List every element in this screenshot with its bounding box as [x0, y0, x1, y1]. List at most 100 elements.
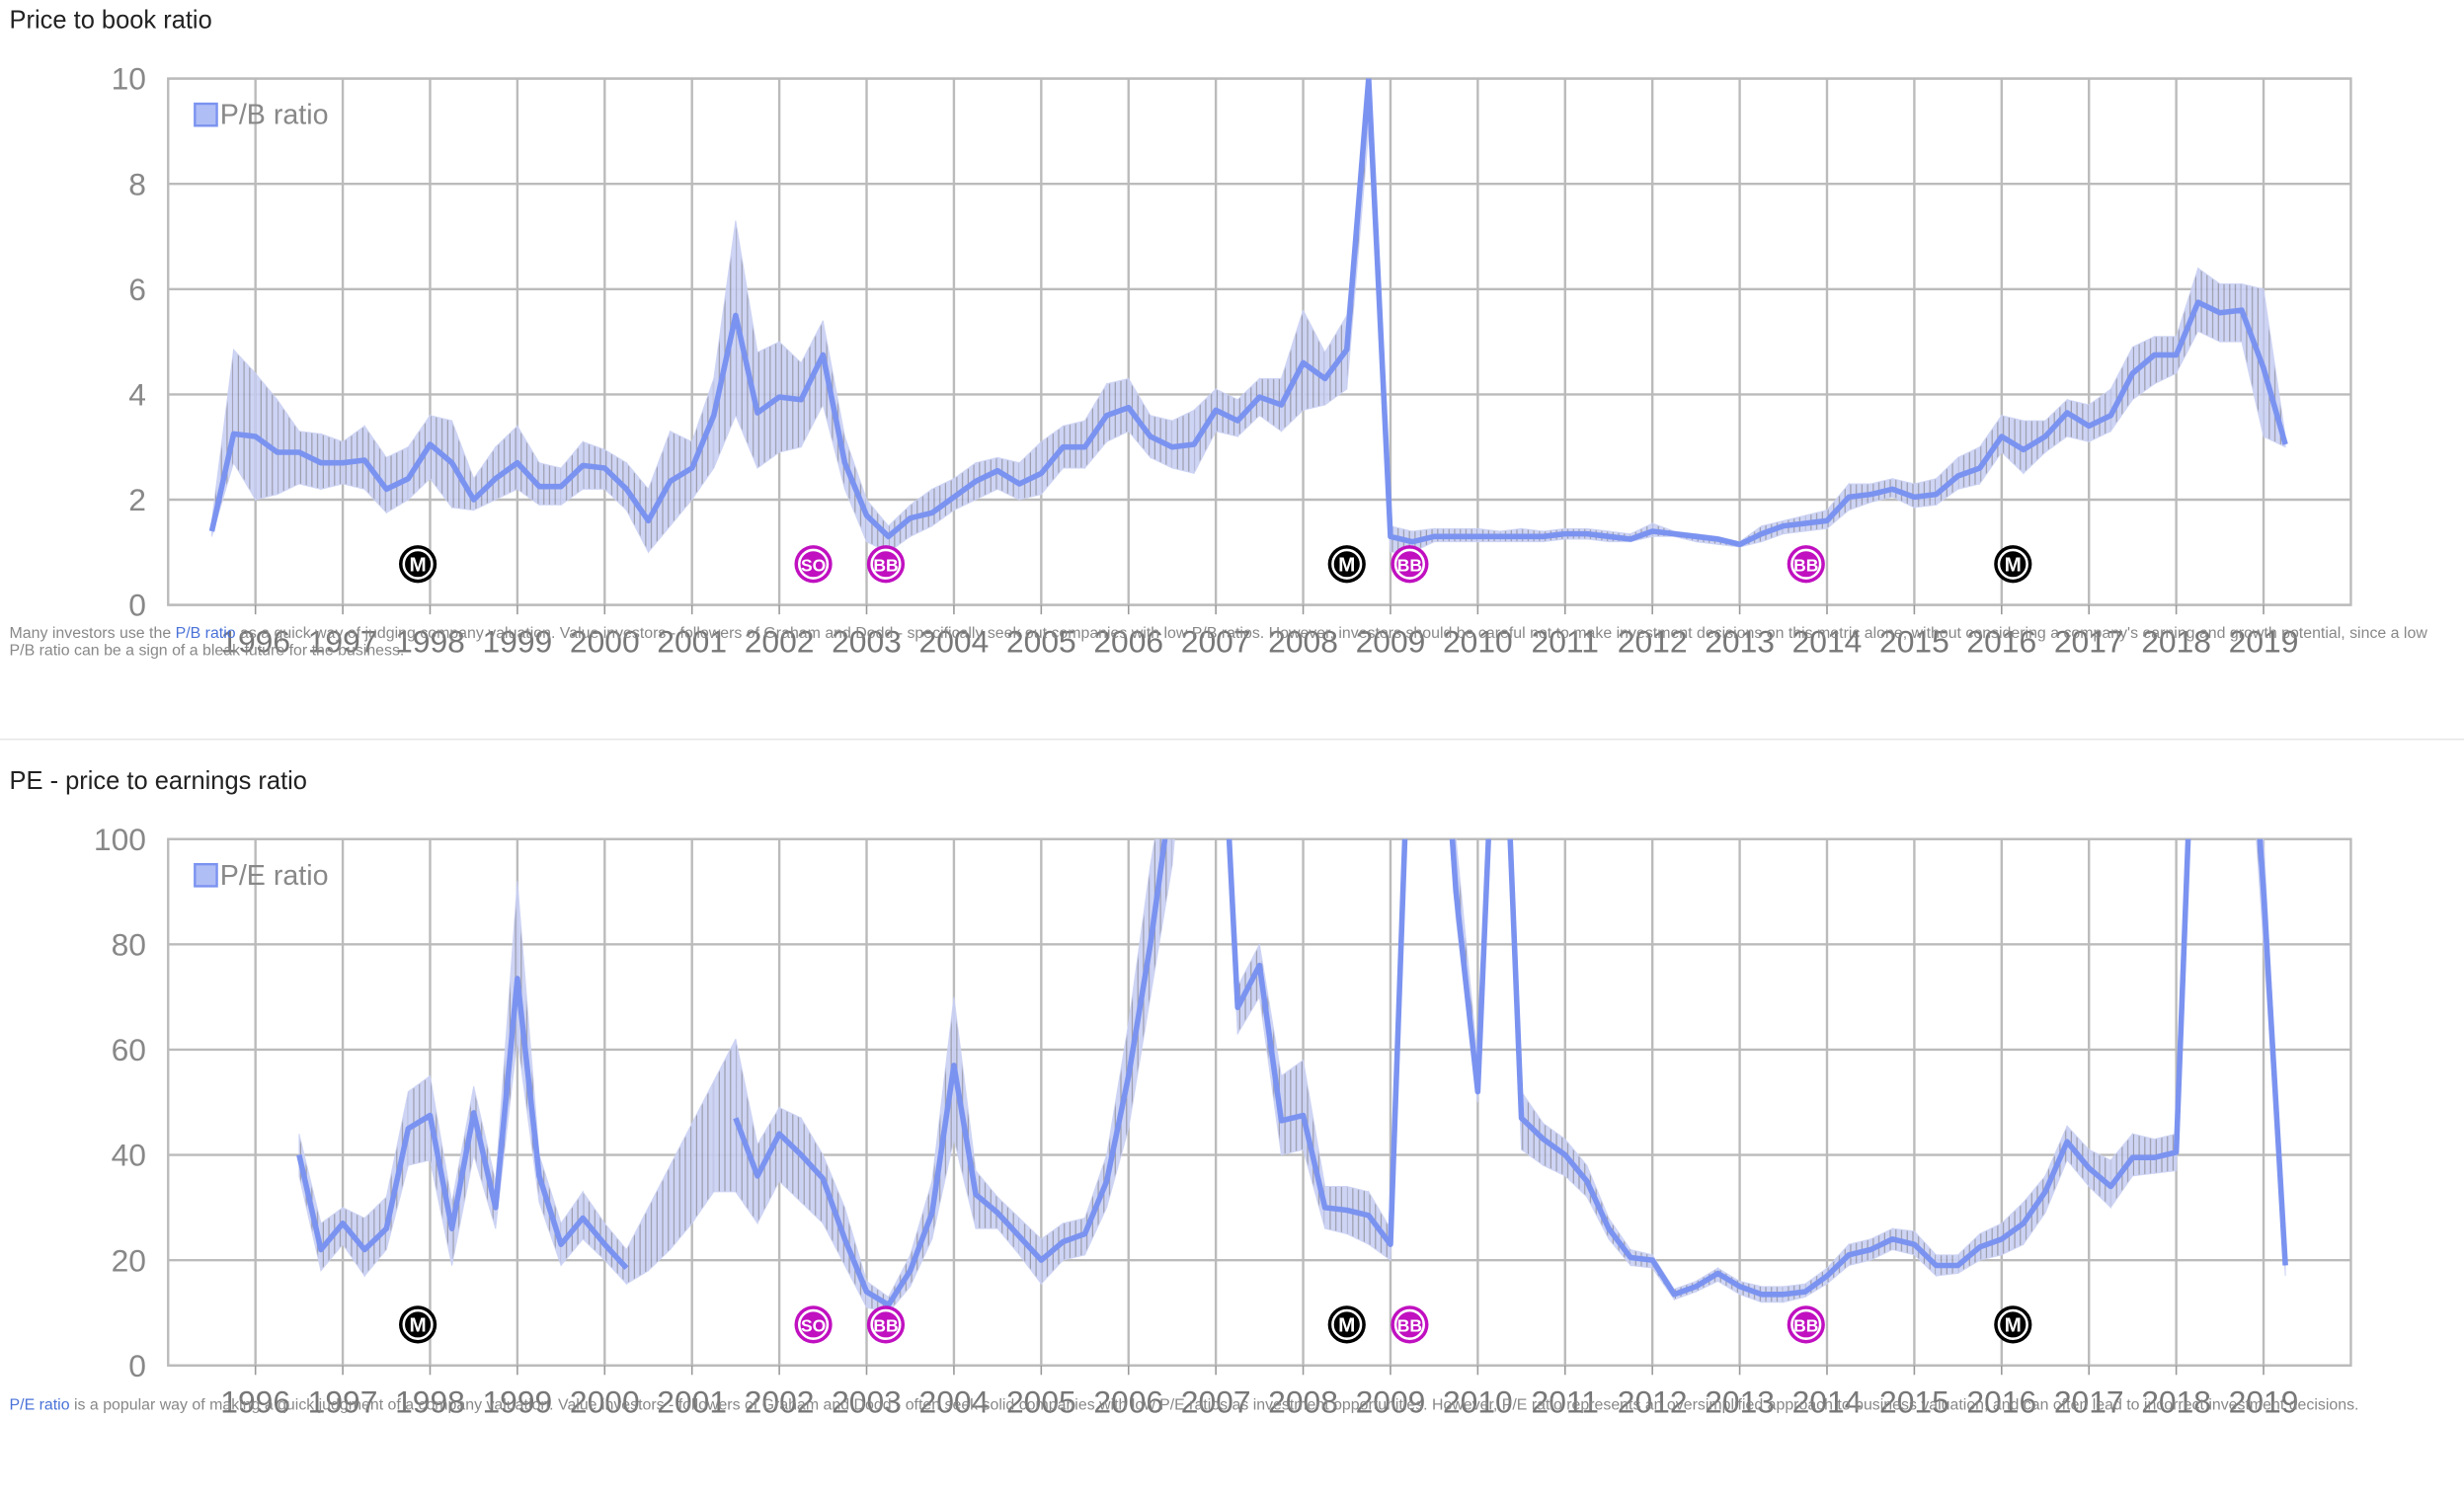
range-band	[2263, 288, 2286, 448]
x-tick-label: 2009	[1356, 1383, 1426, 1419]
description-link[interactable]: P/E ratio	[9, 1396, 70, 1415]
x-tick-label: 2013	[1705, 1383, 1775, 1419]
y-tick-label: 4	[128, 377, 146, 413]
separator	[0, 738, 2464, 741]
chart-title: Price to book ratio	[9, 7, 212, 36]
event-marker-label: BB	[1397, 555, 1422, 575]
range-band	[1171, 838, 1175, 866]
event-marker-label: M	[409, 553, 426, 576]
event-marker-label: M	[1338, 553, 1355, 576]
event-marker-label: BB	[1793, 555, 1818, 575]
x-tick-label: 1998	[395, 623, 465, 659]
event-marker-ring	[1393, 1308, 1426, 1340]
event-marker-label: BB	[873, 1316, 898, 1336]
chart-title: PE - price to earnings ratio	[9, 768, 307, 796]
event-marker-label: SO	[801, 1316, 826, 1336]
event-marker-ring	[870, 548, 902, 580]
data-line	[208, 78, 2288, 548]
x-tick-label: 2005	[1006, 623, 1076, 659]
range-band	[1171, 409, 1195, 474]
y-tick-label: 100	[94, 822, 146, 857]
y-tick-label: 2	[128, 482, 146, 517]
x-tick-label: 1997	[308, 1383, 378, 1419]
legend-label: P/E ratio	[220, 860, 329, 892]
event-marker-label: BB	[1793, 1316, 1818, 1336]
legend-swatch	[194, 862, 218, 888]
x-tick-label: 2013	[1705, 623, 1775, 659]
x-tick-label: 2014	[1792, 1383, 1863, 1419]
y-tick-label: 0	[128, 1348, 146, 1383]
description-text: as a quick way of judging company valuat…	[9, 625, 2432, 661]
x-tick-label: 2010	[1443, 1383, 1513, 1419]
chart-block: PE - price to earnings ratio 0 20 40 60 80 10…	[0, 760, 2464, 1499]
series-layer	[208, 78, 2288, 554]
x-tick-label: 2017	[2054, 1383, 2124, 1419]
data-line	[296, 838, 2288, 1308]
y-tick-label: 6	[128, 272, 146, 307]
x-tick-label: 2012	[1618, 1383, 1688, 1419]
x-tick-label: 2009	[1356, 623, 1426, 659]
y-tick-label: 20	[112, 1242, 146, 1278]
x-tick-label: 2003	[832, 1383, 902, 1419]
x-tick-label: 1996	[220, 623, 290, 659]
event-marker-ring	[1997, 1308, 2028, 1340]
event-marker-ring	[1997, 548, 2028, 580]
y-tick-label: 0	[128, 588, 146, 623]
x-tick-label: 2006	[1093, 623, 1163, 659]
event-marker-label: BB	[1397, 1316, 1422, 1336]
series-layer	[296, 838, 2288, 1314]
x-tick-label: 2016	[1966, 1383, 2036, 1419]
x-tick-label: 2000	[570, 623, 640, 659]
x-tick-label: 2008	[1268, 1383, 1338, 1419]
x-tick-label: 2018	[2141, 1383, 2211, 1419]
y-tick-label: 10	[112, 61, 146, 97]
event-marker-label: SO	[801, 555, 826, 575]
x-tick-label: 2011	[1532, 1383, 1599, 1419]
x-tick-label: 2014	[1792, 623, 1863, 659]
event-marker-ring	[1331, 1308, 1363, 1340]
legend-label: P/B ratio	[220, 100, 329, 131]
range-band	[1390, 838, 1407, 1261]
description: P/E ratio is a popular way of making a q…	[10, 1397, 2445, 1415]
chart: 0 20 40 60 80 100 1996 1997 1998 1999 2000 2001 2002…	[94, 822, 2352, 1419]
y-tick-label: 80	[112, 926, 146, 962]
x-tick-label: 2019	[2229, 623, 2299, 659]
y-tick-label: 40	[112, 1138, 146, 1173]
event-marker-ring	[1393, 548, 1426, 580]
x-tick-label: 1999	[482, 1383, 552, 1419]
range-band	[1280, 1059, 1305, 1156]
x-tick-label: 2002	[745, 1383, 815, 1419]
event-marker-label: M	[409, 1314, 426, 1337]
chart: 0 2 4 6 8 10 1996 1997 1998 1999 2000 2001 2002 2003 2…	[112, 61, 2352, 659]
x-tick-label: 2004	[919, 1383, 990, 1419]
x-tick-label: 2012	[1618, 623, 1688, 659]
x-tick-label: 2002	[745, 623, 815, 659]
event-marker-label: BB	[873, 555, 898, 575]
y-tick-label: 60	[112, 1032, 146, 1067]
description-text: Many investors use the	[9, 625, 176, 643]
event-marker-label: M	[2005, 1314, 2022, 1337]
description-link[interactable]: P/B ratio	[175, 625, 236, 643]
x-tick-label: 2004	[919, 623, 990, 659]
x-tick-label: 2000	[570, 1383, 640, 1419]
x-tick-label: 2003	[832, 623, 902, 659]
legend-swatch	[194, 102, 218, 127]
x-tick-label: 1997	[308, 623, 378, 659]
x-tick-label: 2011	[1532, 623, 1599, 659]
event-marker-ring	[402, 548, 434, 580]
event-marker-label: M	[2005, 553, 2022, 576]
event-marker-ring	[870, 1308, 902, 1340]
chart-block: Price to book ratio 0 2 4 6 8 10 1996 1997 1998 1…	[0, 0, 2464, 739]
x-tick-label: 2005	[1006, 1383, 1076, 1419]
event-marker-ring	[797, 1308, 830, 1340]
plot-area	[167, 837, 2352, 1367]
event-marker-ring	[1790, 548, 1822, 580]
x-tick-label: 2001	[657, 1383, 727, 1419]
plot-area	[167, 77, 2352, 606]
x-tick-label: 2008	[1268, 623, 1338, 659]
x-tick-label: 1999	[482, 623, 552, 659]
x-tick-label: 2006	[1093, 1383, 1163, 1419]
x-tick-label: 2007	[1181, 623, 1251, 659]
